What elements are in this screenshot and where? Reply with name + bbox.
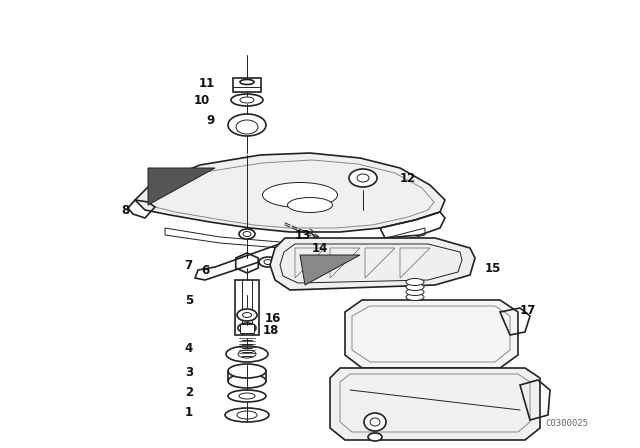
Text: 4: 4 xyxy=(185,341,193,354)
Ellipse shape xyxy=(364,413,386,431)
Text: 15: 15 xyxy=(485,262,501,275)
Ellipse shape xyxy=(357,174,369,182)
Text: 11: 11 xyxy=(199,77,215,90)
Text: 13: 13 xyxy=(295,228,311,241)
Ellipse shape xyxy=(226,346,268,362)
Text: C0300025: C0300025 xyxy=(545,419,588,428)
Ellipse shape xyxy=(406,279,424,285)
Text: 17: 17 xyxy=(520,303,536,316)
Ellipse shape xyxy=(287,198,333,212)
Text: 7: 7 xyxy=(184,258,192,271)
Bar xyxy=(235,280,259,335)
Text: 12: 12 xyxy=(400,172,416,185)
Ellipse shape xyxy=(231,94,263,106)
Ellipse shape xyxy=(370,418,380,426)
Ellipse shape xyxy=(240,79,254,85)
Ellipse shape xyxy=(349,169,377,187)
Bar xyxy=(233,78,261,92)
Ellipse shape xyxy=(236,120,258,134)
Ellipse shape xyxy=(228,374,266,388)
Bar xyxy=(240,324,254,333)
Ellipse shape xyxy=(406,284,424,290)
Ellipse shape xyxy=(240,97,254,103)
Ellipse shape xyxy=(238,323,256,333)
Ellipse shape xyxy=(262,182,337,207)
Ellipse shape xyxy=(238,350,256,358)
Text: 3: 3 xyxy=(185,366,193,379)
Text: 10: 10 xyxy=(194,94,210,107)
Ellipse shape xyxy=(237,411,257,419)
Text: 8: 8 xyxy=(122,203,130,216)
Polygon shape xyxy=(135,153,445,232)
Ellipse shape xyxy=(259,257,277,267)
Text: 18: 18 xyxy=(263,323,280,336)
Ellipse shape xyxy=(406,289,424,296)
Ellipse shape xyxy=(228,114,266,136)
Text: 1: 1 xyxy=(185,405,193,418)
Text: 9: 9 xyxy=(207,113,215,126)
Ellipse shape xyxy=(243,313,252,318)
Polygon shape xyxy=(270,238,475,290)
Polygon shape xyxy=(236,253,259,273)
Ellipse shape xyxy=(239,393,255,399)
Polygon shape xyxy=(148,168,215,205)
Ellipse shape xyxy=(228,364,266,378)
Ellipse shape xyxy=(406,293,424,301)
Text: 2: 2 xyxy=(185,385,193,399)
Polygon shape xyxy=(345,300,518,368)
Polygon shape xyxy=(330,368,540,440)
Ellipse shape xyxy=(237,309,257,321)
Ellipse shape xyxy=(228,390,266,402)
Text: 14: 14 xyxy=(312,241,328,254)
Ellipse shape xyxy=(243,232,251,237)
Ellipse shape xyxy=(239,229,255,239)
Text: 5: 5 xyxy=(185,293,193,306)
Text: 16: 16 xyxy=(265,311,282,324)
Text: 6: 6 xyxy=(202,263,210,276)
Ellipse shape xyxy=(225,408,269,422)
Ellipse shape xyxy=(264,259,272,264)
Polygon shape xyxy=(300,255,360,285)
Ellipse shape xyxy=(368,433,382,441)
